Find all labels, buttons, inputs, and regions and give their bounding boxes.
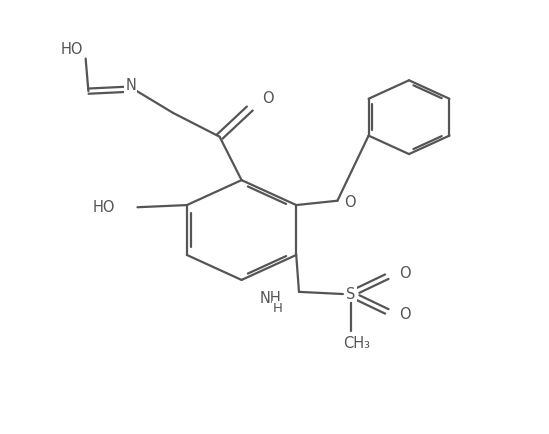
Text: O: O: [399, 307, 411, 322]
Text: NH: NH: [260, 291, 282, 306]
Text: O: O: [399, 266, 411, 281]
Text: CH₃: CH₃: [343, 335, 370, 351]
Text: HO: HO: [93, 200, 115, 215]
Text: S: S: [346, 286, 356, 302]
Text: O: O: [344, 195, 356, 210]
Text: N: N: [125, 78, 136, 93]
Text: H: H: [273, 302, 283, 315]
Text: HO: HO: [61, 43, 83, 57]
Text: O: O: [262, 92, 273, 106]
